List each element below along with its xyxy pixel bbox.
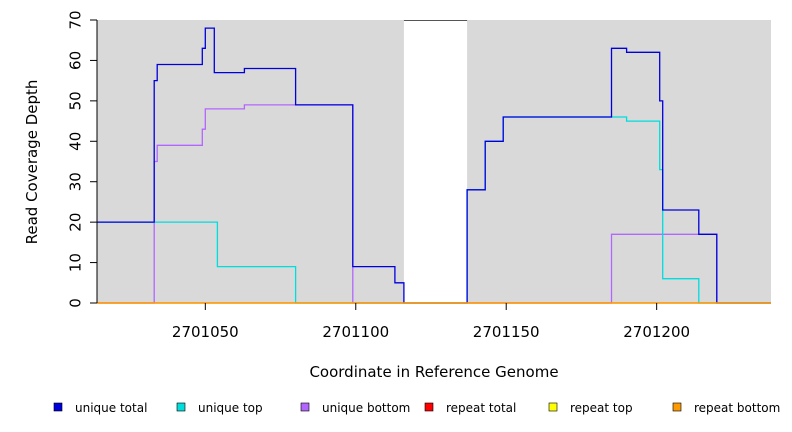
x-tick-label: 2701050 xyxy=(172,323,239,341)
legend-swatch xyxy=(672,402,682,412)
legend-label: repeat top xyxy=(570,401,633,415)
axes: 0 10 20 30 40 50 60 70 2701050 2701100 2701150 2701… xyxy=(66,10,690,341)
y-tick-label: 50 xyxy=(66,91,84,110)
legend-label: unique bottom xyxy=(322,401,410,415)
y-axis-title: Read Coverage Depth xyxy=(23,80,41,245)
series-lines xyxy=(97,27,771,304)
y-tick-label: 40 xyxy=(66,132,84,151)
y-tick-label: 30 xyxy=(66,172,84,191)
legend-swatch xyxy=(548,402,558,412)
series-line-unique-bottom xyxy=(97,104,771,304)
legend-swatch xyxy=(424,402,434,412)
legend-label: unique top xyxy=(198,401,263,415)
y-tick-label: 20 xyxy=(66,213,84,232)
x-tick-label: 2701150 xyxy=(473,323,540,341)
legend-label: repeat bottom xyxy=(694,401,780,415)
y-tick-label: 70 xyxy=(66,10,84,29)
series-line-unique-total xyxy=(97,27,771,304)
y-tick-label: 60 xyxy=(66,51,84,70)
gap-band xyxy=(403,20,468,303)
gap-region xyxy=(403,20,468,303)
legend-label: unique total xyxy=(75,401,147,415)
x-tick-label: 2701200 xyxy=(623,323,690,341)
legend-swatch xyxy=(53,402,63,412)
legend-swatch xyxy=(176,402,186,412)
y-tick-label: 10 xyxy=(66,253,84,272)
legend-swatch xyxy=(300,402,310,412)
legend: unique total unique top unique bottom repea… xyxy=(53,401,780,415)
x-axis-title: Coordinate in Reference Genome xyxy=(309,363,558,381)
x-tick-label: 2701100 xyxy=(322,323,389,341)
legend-label: repeat total xyxy=(446,401,516,415)
y-tick-label: 0 xyxy=(66,298,84,308)
